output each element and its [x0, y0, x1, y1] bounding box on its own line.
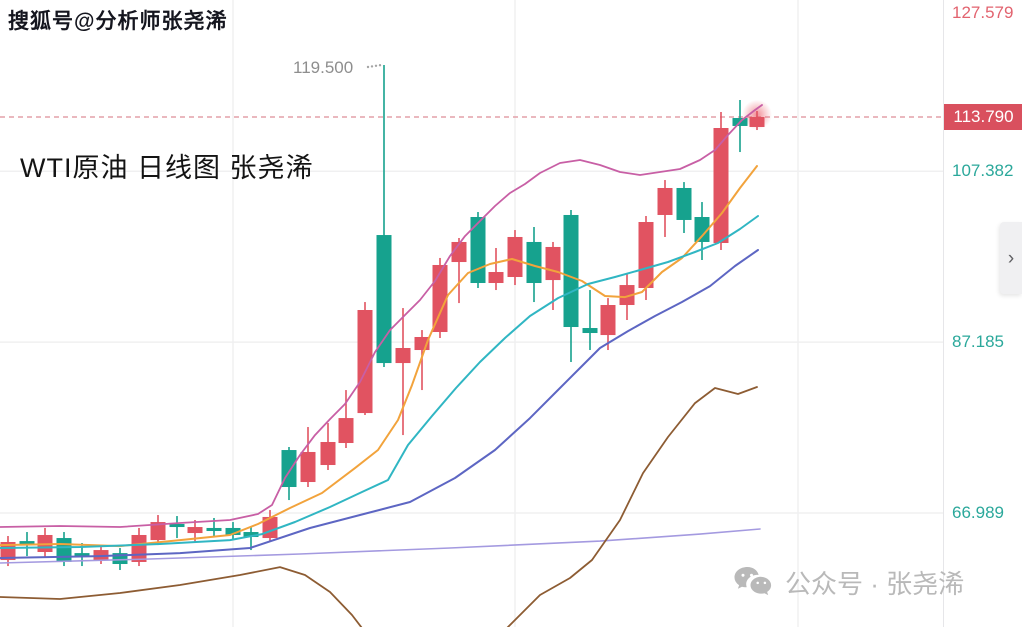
watermark-sohu: 搜狐号@分析师张尧浠 — [8, 10, 228, 33]
chevron-right-icon: › — [1007, 247, 1015, 269]
axis-price-label: 87.185 — [952, 332, 1004, 352]
axis-price-label: 66.989 — [952, 502, 1004, 522]
candlestick-chart — [0, 0, 943, 627]
axis-price-label: 107.382 — [952, 161, 1014, 181]
price-axis: 113.790 127.579 107.382 87.185 66.989 — [943, 0, 1022, 627]
axis-price-label: 127.579 — [952, 3, 1014, 22]
wechat-icon — [734, 566, 772, 595]
current-price-badge: 113.790 — [944, 104, 1022, 130]
watermark-wechat-text: 公众号 · 张尧浠 — [785, 569, 965, 599]
panel-expand-tab[interactable]: › — [1000, 222, 1022, 294]
watermark-wechat: 公众号 · 张尧浠 — [733, 564, 964, 601]
page-title: WTI原油 日线图 张尧浠 — [20, 153, 314, 183]
high-price-annotation: 119.500 — [293, 58, 354, 77]
